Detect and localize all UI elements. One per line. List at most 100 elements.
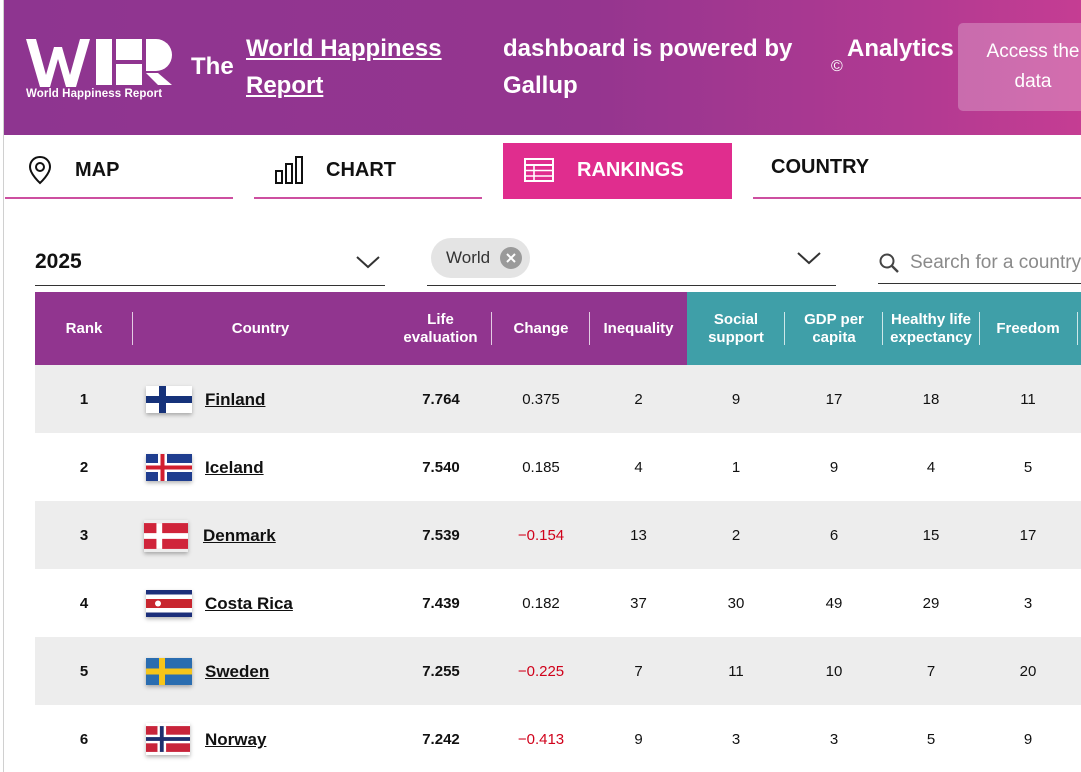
- col-header-inequality[interactable]: Inequality: [603, 319, 674, 337]
- social-support-cell: 9: [731, 390, 741, 408]
- region-chip-label: World: [446, 248, 491, 267]
- inequality-cell: 2: [634, 390, 643, 408]
- tab-country-label: COUNTRY: [771, 155, 870, 178]
- header-divider: [589, 312, 590, 345]
- gdp-cell: 10: [825, 662, 843, 680]
- change-cell: 0.185: [522, 458, 560, 476]
- header-divider: [979, 312, 980, 345]
- inequality-cell: 7: [634, 662, 643, 680]
- rank-cell: 1: [79, 390, 89, 408]
- change-cell: 0.182: [522, 594, 560, 612]
- flag-finland-icon: [146, 386, 192, 413]
- country-link[interactable]: Norway: [205, 730, 267, 749]
- flag-iceland-icon: [146, 454, 192, 481]
- year-dropdown[interactable]: 2025: [35, 238, 385, 286]
- header-divider: [882, 312, 883, 345]
- social-support-cell: 11: [728, 662, 744, 680]
- window-edge: [0, 0, 4, 772]
- tab-country[interactable]: COUNTRY: [753, 143, 1081, 199]
- life-evaluation-cell: 7.439: [422, 594, 460, 612]
- change-cell: −0.413: [517, 730, 565, 748]
- inequality-cell: 37: [630, 594, 647, 612]
- col-header-change[interactable]: Change: [513, 319, 569, 337]
- healthy-life-cell: 29: [922, 594, 940, 612]
- rank-cell: 5: [79, 662, 89, 680]
- col-header-gdp[interactable]: GDP per capita: [804, 310, 864, 346]
- gdp-cell: 6: [829, 526, 839, 544]
- col-header-country[interactable]: Country: [231, 319, 290, 337]
- tab-rankings-label: RANKINGS: [577, 158, 684, 181]
- access-data-button[interactable]: Access the data: [958, 23, 1081, 111]
- header-divider: [1077, 312, 1078, 345]
- country-link[interactable]: Iceland: [205, 458, 264, 477]
- tab-chart[interactable]: CHART: [254, 143, 482, 199]
- table-icon: [524, 158, 554, 182]
- inequality-cell: 4: [634, 458, 643, 476]
- gdp-cell: 17: [825, 390, 843, 408]
- close-icon: [506, 253, 516, 263]
- gdp-cell: 49: [825, 594, 843, 612]
- flag-norway-icon: [146, 726, 190, 752]
- search-input[interactable]: [910, 251, 1081, 274]
- bar-chart-icon: [275, 156, 303, 184]
- table-row[interactable]: 5 Sweden 7.255 −0.225 7 11 10 7 20: [35, 637, 1081, 705]
- country-link[interactable]: Costa Rica: [205, 594, 293, 613]
- logo-caption: World Happiness Report: [26, 88, 163, 100]
- table-row[interactable]: 1 Finland 7.764 0.375 2 9 17 18 11: [35, 365, 1081, 433]
- social-support-cell: 30: [727, 594, 745, 612]
- year-value: 2025: [35, 249, 82, 273]
- flag-costa-rica-icon: [146, 590, 192, 617]
- rank-cell: 3: [79, 526, 89, 544]
- country-link[interactable]: Finland: [205, 390, 266, 409]
- healthy-life-cell: 7: [926, 662, 936, 680]
- header-divider: [784, 312, 785, 345]
- search-icon: [879, 253, 899, 273]
- site-header: World Happiness Report The World Happine…: [4, 0, 1081, 135]
- header-divider: [132, 312, 133, 345]
- analytics-text: Analytics: [847, 35, 954, 62]
- change-cell: 0.375: [522, 390, 560, 408]
- country-link[interactable]: Denmark: [203, 526, 276, 545]
- table-row[interactable]: 6 Norway 7.242 −0.413 9 3 3 5 9: [35, 705, 1081, 772]
- header-bg-purple: [35, 292, 687, 365]
- freedom-cell: 9: [1023, 730, 1033, 748]
- whr-logo[interactable]: [26, 30, 176, 104]
- table-row[interactable]: 4 Costa Rica 7.439 0.182 37 30 49 29 3: [35, 569, 1081, 637]
- header-divider: [491, 312, 492, 345]
- healthy-life-cell: 15: [922, 526, 940, 544]
- col-header-health[interactable]: Healthy life expectancy: [890, 310, 972, 346]
- gdp-cell: 3: [829, 730, 839, 748]
- col-header-life[interactable]: Life evaluation: [403, 310, 478, 346]
- life-evaluation-cell: 7.255: [422, 662, 460, 680]
- table-row[interactable]: 3 Denmark 7.539 −0.154 13 2 6 15 17: [35, 501, 1081, 569]
- life-evaluation-cell: 7.242: [422, 730, 460, 748]
- table-header: Rank Country Life evaluation Change Ineq…: [35, 292, 1081, 365]
- freedom-cell: 11: [1020, 390, 1036, 408]
- table-row[interactable]: 2 Iceland 7.540 0.185 4 1 9 4 5: [35, 433, 1081, 501]
- clear-region-button[interactable]: [500, 247, 523, 269]
- life-evaluation-cell: 7.540: [422, 458, 460, 476]
- life-evaluation-cell: 7.539: [422, 526, 460, 544]
- rankings-table: Rank Country Life evaluation Change Ineq…: [35, 292, 1081, 772]
- col-header-rank[interactable]: Rank: [65, 319, 103, 337]
- chevron-down-icon: [797, 252, 821, 265]
- col-header-social[interactable]: Social support: [708, 310, 764, 346]
- copyright-symbol: ©: [831, 58, 843, 75]
- tab-map[interactable]: MAP: [5, 143, 233, 199]
- social-support-cell: 1: [731, 458, 741, 476]
- change-cell: −0.225: [517, 662, 565, 680]
- tab-chart-label: CHART: [326, 158, 396, 181]
- region-dropdown[interactable]: World: [427, 238, 836, 286]
- healthy-life-cell: 18: [922, 390, 940, 408]
- social-support-cell: 2: [731, 526, 741, 544]
- col-header-freedom[interactable]: Freedom: [996, 319, 1060, 337]
- tab-rankings[interactable]: RANKINGS: [503, 143, 732, 199]
- inequality-cell: 13: [630, 526, 647, 544]
- search-field[interactable]: [878, 242, 1081, 284]
- healthy-life-cell: 4: [926, 458, 936, 476]
- report-link[interactable]: World Happiness Report: [246, 35, 442, 99]
- tab-map-label: MAP: [75, 158, 120, 181]
- country-link[interactable]: Sweden: [205, 662, 270, 681]
- rank-cell: 2: [79, 458, 89, 476]
- freedom-cell: 3: [1023, 594, 1033, 612]
